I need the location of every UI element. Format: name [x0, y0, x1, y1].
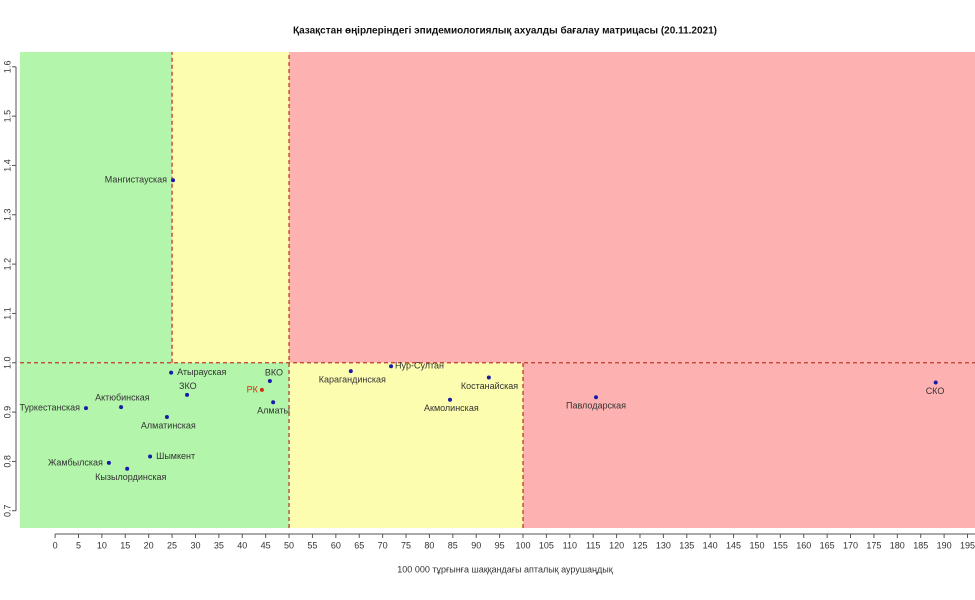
point [348, 369, 353, 374]
x-tick-label: 155 [773, 540, 788, 550]
x-tick-label: 45 [261, 540, 271, 550]
point [267, 379, 272, 384]
point-label: Карагандинская [319, 375, 386, 385]
x-tick-label: 105 [539, 540, 554, 550]
x-tick-label: 15 [120, 540, 130, 550]
point-label: Акмолинская [424, 403, 479, 413]
x-tick-label: 5 [76, 540, 81, 550]
point-label: Нур-Султан [395, 361, 444, 371]
x-tick-label: 170 [843, 540, 858, 550]
x-tick-label: 70 [378, 540, 388, 550]
point-label: Жамбылская [48, 457, 103, 467]
x-axis-label: 100 000 тұрғынға шаққандағы апталық ауру… [397, 564, 612, 574]
point [271, 400, 276, 405]
point-label: ЗКО [179, 381, 197, 391]
point-label: СКО [926, 386, 945, 396]
y-tick-label: 0.9 [2, 406, 12, 419]
x-tick-label: 180 [890, 540, 905, 550]
point [106, 460, 111, 465]
x-tick-label: 135 [679, 540, 694, 550]
x-tick-label: 75 [401, 540, 411, 550]
x-tick-label: 100 [515, 540, 530, 550]
point [259, 387, 264, 392]
x-tick-label: 60 [331, 540, 341, 550]
y-tick-label: 1.6 [2, 61, 12, 74]
y-tick-label: 1.3 [2, 209, 12, 222]
point-label: ВКО [265, 367, 283, 377]
x-tick-label: 95 [495, 540, 505, 550]
point [83, 406, 88, 411]
point-label: РК [247, 384, 259, 394]
point-label: Алматы [257, 406, 290, 416]
x-tick-label: 110 [563, 540, 577, 550]
y-tick-label: 1.4 [2, 159, 12, 172]
x-tick-label: 20 [144, 540, 154, 550]
x-tick-label: 30 [190, 540, 200, 550]
x-tick-label: 10 [97, 540, 107, 550]
point [125, 466, 130, 471]
y-tick-label: 0.8 [2, 455, 12, 468]
point [185, 392, 190, 397]
x-tick-label: 125 [632, 540, 647, 550]
point [148, 454, 153, 459]
point [119, 405, 124, 410]
y-tick-label: 1.5 [2, 110, 12, 123]
x-tick-label: 55 [307, 540, 317, 550]
point-label: Кызылординская [95, 472, 166, 482]
x-tick-label: 40 [237, 540, 247, 550]
zone [289, 362, 524, 528]
x-tick-label: 165 [820, 540, 835, 550]
x-tick-label: 175 [866, 540, 881, 550]
x-tick-label: 65 [354, 540, 364, 550]
point [169, 370, 174, 375]
x-tick-label: 130 [656, 540, 671, 550]
point-label: Костанайская [461, 381, 518, 391]
x-tick-label: 185 [913, 540, 928, 550]
zone [172, 52, 290, 363]
x-tick-label: 90 [471, 540, 481, 550]
y-tick-label: 0.7 [2, 504, 12, 517]
x-tick-label: 25 [167, 540, 177, 550]
zone [20, 52, 173, 363]
point-label: Туркестанская [20, 403, 81, 413]
x-tick-label: 195 [960, 540, 975, 550]
point [593, 395, 598, 400]
point-label: Алматинская [141, 420, 196, 430]
zone [523, 362, 975, 528]
point [486, 375, 491, 380]
point-label: Павлодарская [566, 401, 626, 411]
x-tick-label: 140 [703, 540, 718, 550]
point-label: Шымкент [156, 451, 195, 461]
point [171, 178, 176, 183]
y-tick-label: 1.2 [2, 258, 12, 271]
x-tick-label: 50 [284, 540, 294, 550]
x-tick-label: 160 [796, 540, 811, 550]
point [448, 397, 453, 402]
point [164, 415, 169, 420]
x-tick-label: 120 [609, 540, 624, 550]
zone [289, 52, 975, 363]
point [389, 364, 394, 369]
x-tick-label: 85 [448, 540, 458, 550]
y-tick-label: 1.0 [2, 356, 12, 369]
x-tick-label: 145 [726, 540, 741, 550]
point-label: Атырауская [177, 367, 226, 377]
y-tick-label: 1.1 [2, 307, 12, 320]
x-tick-label: 80 [424, 540, 434, 550]
zone [20, 362, 290, 528]
x-tick-label: 35 [214, 540, 224, 550]
point-label: Актюбинская [95, 393, 150, 403]
x-tick-label: 0 [53, 540, 58, 550]
x-tick-label: 115 [586, 540, 600, 550]
x-tick-label: 190 [937, 540, 952, 550]
chart-title: Қазақстан өңірлеріндегі эпидемиологиялық… [293, 25, 717, 37]
point [933, 380, 938, 385]
x-tick-label: 150 [749, 540, 764, 550]
point-label: Мангистауская [105, 175, 167, 185]
